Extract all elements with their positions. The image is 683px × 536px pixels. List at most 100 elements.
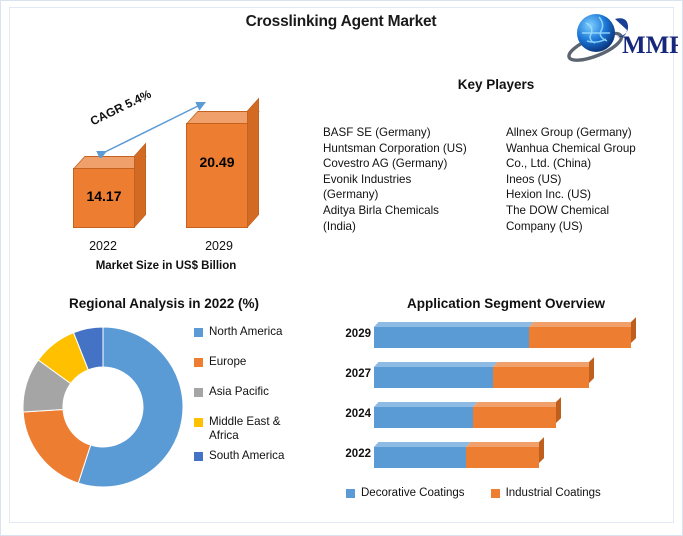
- key-player-item: Company (US): [506, 219, 583, 233]
- bar-chart-axis-title: Market Size in US$ Billion: [95, 260, 237, 272]
- key-players-title: Key Players: [457, 77, 535, 92]
- legend-item-middle-east-africa: Middle East & Africa: [194, 415, 319, 443]
- seg-top-face: [529, 322, 636, 327]
- regional-donut-chart: [19, 323, 187, 496]
- legend-item-europe: Europe: [194, 355, 319, 369]
- app-seg-industrial: [529, 317, 636, 348]
- bar-axis-label-2022: 2022: [89, 239, 117, 253]
- seg-front-face: [493, 367, 589, 388]
- legend-swatch-icon: [194, 328, 203, 337]
- logo-text: MMR: [622, 32, 678, 59]
- donut-slice-south-america: [72, 326, 104, 371]
- key-player-item: The DOW Chemical: [506, 203, 610, 217]
- bar-axis-label-2029: 2029: [205, 239, 233, 253]
- app-row-label: 2027: [345, 368, 371, 380]
- app-seg-decorative: [374, 322, 534, 348]
- seg-top-face: [466, 442, 544, 447]
- legend-label-line1: Middle East &: [209, 415, 281, 428]
- key-players-left-column: BASF SE (Germany) Huntsman Corporation (…: [323, 125, 498, 234]
- seg-front-face: [529, 327, 631, 348]
- legend-item-decorative-coatings: Decorative Coatings: [346, 487, 465, 499]
- legend-label: Middle East & Africa: [209, 415, 281, 443]
- app-seg-industrial: [493, 357, 594, 388]
- bar-2022-front-face: [73, 168, 135, 228]
- legend-item-south-america: South America: [194, 449, 319, 463]
- key-player-item: Hexion Inc. (US): [506, 188, 592, 202]
- legend-swatch-icon: [346, 488, 355, 498]
- donut-slice-north-america: [77, 326, 184, 488]
- seg-front-face: [374, 367, 493, 388]
- application-legend: Decorative Coatings Industrial Coatings: [346, 487, 627, 499]
- seg-top-face: [374, 322, 534, 327]
- bar-2022-value: 14.17: [86, 188, 122, 204]
- bar-2022: 14.17: [73, 142, 147, 228]
- seg-side-face: [631, 317, 636, 343]
- key-player-item: Allnex Group (Germany): [506, 126, 632, 139]
- key-player-item: (Germany): [323, 188, 379, 202]
- key-player-item: Ineos (US): [506, 172, 562, 186]
- seg-top-face: [473, 402, 561, 407]
- key-player-item: (India): [323, 219, 356, 233]
- app-seg-decorative: [374, 362, 498, 388]
- application-chart-title: Application Segment Overview: [406, 296, 606, 311]
- seg-top-face: [374, 362, 498, 367]
- mmr-logo: MMR: [566, 11, 682, 63]
- app-row-label: 2029: [345, 328, 371, 340]
- bar-2029-side-face: [247, 97, 259, 228]
- app-row-label: 2022: [345, 448, 371, 460]
- legend-item-asia-pacific: Asia Pacific: [194, 385, 319, 399]
- seg-front-face: [374, 327, 529, 348]
- seg-side-face: [539, 437, 544, 463]
- key-player-item: Evonik Industries: [323, 172, 412, 186]
- legend-swatch-icon: [194, 388, 203, 397]
- legend-swatch-icon: [194, 358, 203, 367]
- legend-swatch-icon: [194, 418, 203, 427]
- globe-icon: MMR: [567, 14, 682, 62]
- app-row-2024: 2024: [331, 397, 651, 431]
- application-stacked-chart: 2029 2027 2024: [331, 317, 671, 471]
- seg-front-face: [466, 447, 539, 468]
- app-seg-industrial: [473, 397, 561, 428]
- app-row-2027: 2027: [331, 357, 651, 391]
- bar-2029-value: 20.49: [199, 154, 235, 170]
- key-player-item: Wanhua Chemical Group: [506, 141, 636, 155]
- seg-top-face: [374, 402, 478, 407]
- donut-svg: [22, 326, 184, 488]
- legend-label: North America: [209, 325, 283, 338]
- legend-label: Asia Pacific: [209, 385, 269, 398]
- seg-top-face: [493, 362, 594, 367]
- legend-label: South America: [209, 449, 285, 462]
- app-row-label: 2024: [345, 408, 371, 420]
- key-player-item: Huntsman Corporation (US): [323, 141, 467, 155]
- legend-item-industrial-coatings: Industrial Coatings: [490, 487, 601, 499]
- app-seg-decorative: [374, 402, 478, 428]
- donut-slice-europe: [22, 408, 92, 484]
- regional-legend: North America Europe Asia Pacific Middle…: [194, 325, 319, 479]
- seg-side-face: [589, 357, 594, 383]
- key-player-item: Covestro AG (Germany): [323, 157, 448, 171]
- legend-swatch-icon: [490, 488, 500, 498]
- legend-label: Industrial Coatings: [505, 487, 601, 499]
- legend-label: Decorative Coatings: [361, 487, 465, 499]
- key-player-item: Co., Ltd. (China): [506, 157, 592, 171]
- regional-chart-title: Regional Analysis in 2022 (%): [68, 296, 260, 311]
- page-title: Crosslinking Agent Market: [245, 13, 437, 30]
- seg-front-face: [374, 407, 473, 428]
- legend-label: Europe: [209, 355, 247, 368]
- key-player-item: Aditya Birla Chemicals: [323, 203, 439, 217]
- seg-front-face: [473, 407, 556, 428]
- app-seg-decorative: [374, 442, 471, 468]
- key-players-right-column: Allnex Group (Germany) Wanhua Chemical G…: [506, 125, 671, 234]
- seg-side-face: [556, 397, 561, 423]
- seg-front-face: [374, 447, 466, 468]
- cagr-arrow-icon: [96, 102, 207, 158]
- app-row-2029: 2029: [331, 317, 651, 351]
- key-player-item: BASF SE (Germany): [323, 126, 431, 139]
- legend-label-line2: Africa: [209, 429, 239, 442]
- app-seg-industrial: [466, 437, 544, 468]
- legend-item-north-america: North America: [194, 325, 319, 339]
- app-row-2022: 2022: [331, 437, 651, 471]
- legend-swatch-icon: [194, 452, 203, 461]
- seg-top-face: [374, 442, 471, 447]
